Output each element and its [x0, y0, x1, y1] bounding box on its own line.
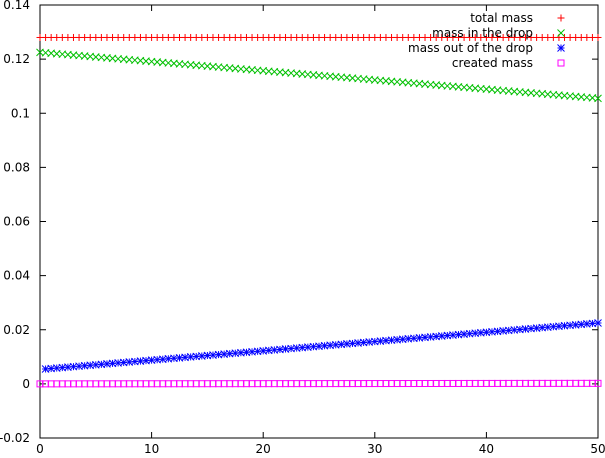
y-tick-label: 0.12 — [3, 52, 30, 66]
x-tick-label: 0 — [36, 442, 44, 456]
series-total-mass — [36, 33, 602, 41]
series-mass-in-the-drop — [36, 48, 602, 103]
data-point — [560, 321, 569, 330]
x-tick-label: 20 — [256, 442, 271, 456]
y-tick-label: 0.08 — [3, 160, 30, 174]
legend-label: total mass — [470, 11, 533, 25]
legend-label: created mass — [452, 56, 533, 70]
y-tick-label: 0.1 — [11, 106, 30, 120]
data-point — [594, 94, 602, 103]
series-mass-out-of-the-drop — [41, 319, 602, 373]
legend-label: mass out of the drop — [408, 41, 533, 55]
legend-label: mass in the drop — [432, 26, 533, 40]
data-point — [594, 319, 602, 327]
data-point — [594, 379, 602, 387]
y-tick-label: 0.04 — [3, 269, 30, 283]
x-tick-label: 40 — [479, 442, 494, 456]
x-tick-label: 10 — [144, 442, 159, 456]
legend-marker — [557, 29, 565, 37]
y-tick-label: 0.06 — [3, 215, 30, 229]
series-created-mass — [36, 379, 602, 388]
x-tick-label: 50 — [590, 442, 605, 456]
data-marks — [36, 33, 602, 388]
y-tick-label: 0.14 — [3, 0, 30, 12]
y-tick-label: -0.02 — [0, 431, 30, 445]
y-tick-label: 0 — [22, 377, 30, 391]
legend-marker — [557, 44, 565, 52]
y-tick-label: 0.02 — [3, 323, 30, 337]
x-tick-label: 30 — [367, 442, 382, 456]
legend-marker — [557, 59, 565, 67]
legend-marker — [557, 14, 565, 22]
data-point — [594, 33, 602, 41]
